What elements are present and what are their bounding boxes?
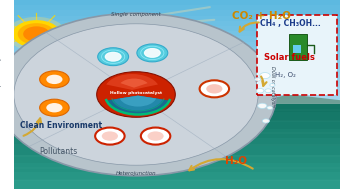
Circle shape [260,73,270,79]
Polygon shape [14,121,340,129]
Circle shape [265,89,271,93]
Polygon shape [14,138,340,146]
Polygon shape [14,52,340,57]
Polygon shape [14,5,340,10]
Polygon shape [14,21,340,26]
Polygon shape [14,99,340,104]
Circle shape [256,88,264,93]
Circle shape [144,48,161,58]
Text: Single component: Single component [111,12,161,17]
Polygon shape [14,172,340,180]
Text: Solar fuels: Solar fuels [264,53,315,62]
Polygon shape [14,31,340,36]
Circle shape [270,84,275,87]
Text: H₂O: H₂O [224,156,246,166]
FancyBboxPatch shape [293,45,301,53]
Circle shape [98,48,129,66]
Wedge shape [120,79,148,88]
Polygon shape [14,73,340,78]
Polygon shape [14,163,340,172]
Polygon shape [14,146,340,155]
Circle shape [258,103,267,108]
Polygon shape [14,67,340,73]
Text: Plasmonic photocatalyst: Plasmonic photocatalyst [0,53,2,112]
FancyBboxPatch shape [257,15,337,94]
Text: Heterojunction: Heterojunction [116,171,156,176]
Circle shape [46,75,63,84]
Circle shape [40,71,69,88]
Wedge shape [113,96,163,110]
Text: CO₂ + H₂O: CO₂ + H₂O [232,11,291,21]
Polygon shape [14,83,340,88]
Text: H₂, O₂: H₂, O₂ [275,72,295,78]
Wedge shape [107,96,169,114]
Circle shape [255,78,261,81]
Circle shape [267,106,273,109]
Circle shape [206,84,222,94]
Polygon shape [14,26,340,31]
Circle shape [46,103,63,112]
Wedge shape [120,96,156,107]
Circle shape [13,20,61,48]
Circle shape [141,128,170,145]
Polygon shape [14,112,340,121]
Polygon shape [14,88,340,94]
Polygon shape [14,0,340,5]
Polygon shape [14,78,340,83]
Polygon shape [193,94,340,104]
Polygon shape [14,155,340,163]
Circle shape [0,13,276,176]
Polygon shape [14,15,340,21]
Circle shape [40,99,69,116]
Text: CH₄ , CH₃OH...: CH₄ , CH₃OH... [260,19,321,28]
Circle shape [95,128,125,145]
Circle shape [14,24,258,165]
Polygon shape [14,129,340,138]
Wedge shape [106,74,158,90]
Circle shape [200,80,229,97]
Circle shape [105,52,122,62]
Text: Hollow photocatalyst: Hollow photocatalyst [110,91,162,95]
Polygon shape [14,10,340,16]
Circle shape [7,17,66,51]
Polygon shape [14,94,340,99]
Text: Pollutants: Pollutants [40,147,78,156]
Circle shape [97,72,175,117]
Circle shape [23,26,50,42]
Polygon shape [14,180,340,189]
Text: Clean Environment: Clean Environment [20,121,102,130]
Text: Dual co-catalysis: Dual co-catalysis [270,66,275,107]
Polygon shape [14,47,340,52]
Circle shape [18,23,55,45]
Polygon shape [14,104,340,112]
Circle shape [102,131,118,141]
Circle shape [148,131,164,141]
Circle shape [137,44,168,62]
Polygon shape [14,57,340,62]
Polygon shape [14,42,340,47]
Polygon shape [14,36,340,42]
Polygon shape [14,62,340,67]
FancyBboxPatch shape [289,34,307,60]
Circle shape [262,119,270,123]
